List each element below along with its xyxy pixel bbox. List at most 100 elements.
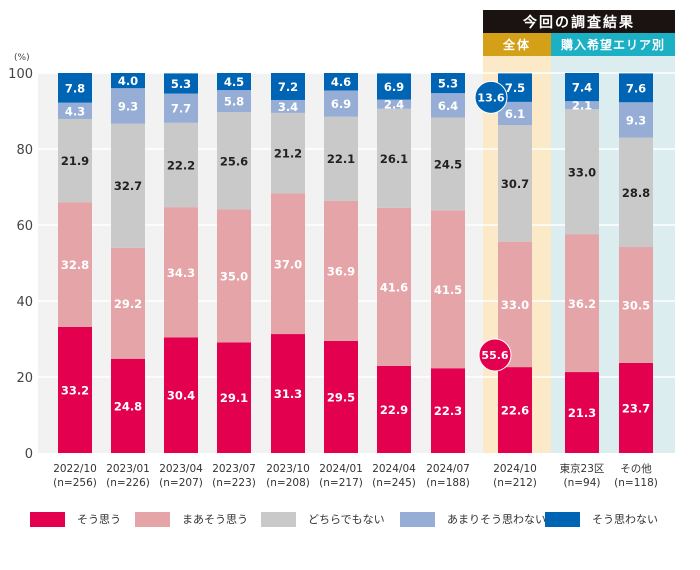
data-label: 29.1 (220, 391, 248, 405)
annotation-agree-total: 55.6 (481, 349, 508, 362)
x-sample-size-label: (n=118) (614, 477, 658, 489)
data-label: 24.5 (434, 158, 462, 172)
bar-segment (324, 73, 358, 91)
data-label: 9.3 (118, 99, 138, 113)
data-label: 21.2 (274, 147, 302, 161)
data-label: 22.9 (380, 403, 408, 417)
bar-segment (565, 101, 599, 110)
bar-stack: 30.4 34.3 22.2 7.7 5.3 (164, 73, 198, 453)
y-tick-label: 80 (16, 143, 33, 158)
x-tick-label: 2024/01 (319, 463, 363, 475)
data-label: 29.2 (114, 297, 142, 311)
x-sample-size-label: (n=208) (266, 477, 310, 489)
bar-segment (565, 234, 599, 373)
bar-segment (217, 90, 251, 113)
bar-segment (324, 200, 358, 341)
data-label: 5.3 (438, 77, 458, 91)
stacked-bar-chart: 0 20 40 60 80 100 (%) 33.2 32.8 21.9 4.3 7.8 24.8 29… (8, 10, 675, 489)
bar-segment (324, 116, 358, 201)
bar-segment (164, 337, 198, 453)
group-header-area-label: 購入希望エリア別 (560, 37, 665, 52)
bar-segment (431, 368, 465, 453)
data-label: 7.2 (278, 80, 298, 94)
bar-segment (217, 342, 251, 453)
data-label: 21.9 (61, 154, 89, 168)
bar-segment (164, 73, 198, 94)
data-label: 7.4 (572, 81, 592, 95)
data-label: 3.4 (278, 100, 298, 114)
legend-swatch (135, 511, 170, 527)
legend-item: そう思わない (545, 507, 658, 531)
bar-segment (164, 122, 198, 208)
bar-segment (565, 109, 599, 235)
legend-swatch (400, 511, 435, 527)
y-tick-label: 100 (8, 67, 33, 82)
y-tick-label: 60 (16, 219, 33, 234)
data-label: 31.3 (274, 387, 302, 401)
legend-swatch (545, 511, 580, 527)
data-label: 9.3 (626, 113, 646, 127)
x-tick-label: その他 (620, 462, 652, 475)
data-label: 25.6 (220, 154, 248, 168)
x-sample-size-label: (n=226) (106, 477, 150, 489)
legend-label: あまりそう思わない (447, 513, 546, 526)
x-tick-label: 2022/10 (53, 463, 97, 475)
data-label: 37.0 (274, 257, 302, 271)
legend-label: どちらでもない (308, 513, 385, 526)
x-tick-label: 2024/10 (493, 463, 537, 475)
data-label: 22.3 (434, 404, 462, 418)
x-tick-label: 2023/04 (159, 463, 203, 475)
data-label: 23.7 (622, 401, 650, 415)
data-label: 41.5 (434, 283, 462, 297)
x-tick-label: 2023/10 (266, 463, 310, 475)
bar-segment (58, 118, 92, 203)
header-title-box (483, 10, 675, 33)
data-label: 22.2 (167, 158, 195, 172)
bar-segment (619, 247, 653, 363)
bar-segment (58, 102, 92, 119)
data-label: 6.1 (505, 107, 525, 121)
header-title: 今回の調査結果 (522, 14, 635, 31)
bar-segment (498, 101, 532, 126)
legend: そう思う まあそう思う どちらでもない あまりそう思わない そう思わない (0, 507, 700, 531)
bar-segment (324, 90, 358, 117)
x-tick-label: 2024/04 (372, 463, 416, 475)
bar-segment (217, 73, 251, 91)
bar-segment (324, 340, 358, 453)
x-tick-label: 2023/07 (212, 463, 256, 475)
bar-segment (111, 73, 145, 89)
bar-segment (498, 125, 532, 242)
bar-stack: 33.2 32.8 21.9 4.3 7.8 (58, 73, 92, 453)
x-tick-label: 2024/07 (426, 463, 470, 475)
bar-segment (377, 99, 411, 109)
data-label: 2.4 (384, 98, 404, 112)
legend-swatch (261, 511, 296, 527)
bar-stack: 29.1 35.0 25.6 5.8 4.5 (217, 73, 251, 453)
data-label: 30.7 (501, 177, 529, 191)
data-label: 24.8 (114, 399, 142, 413)
data-label: 26.1 (380, 152, 408, 166)
data-label: 30.4 (167, 389, 195, 403)
data-label: 32.8 (61, 258, 89, 272)
bar-segment (111, 123, 145, 248)
plot-background (38, 73, 483, 453)
bar-segment (164, 207, 198, 338)
bar-stack: 22.3 41.5 24.5 6.4 5.3 (431, 73, 465, 453)
bar-segment (431, 93, 465, 118)
data-label: 22.1 (327, 152, 355, 166)
bar-segment (498, 367, 532, 453)
bar-segment (619, 73, 653, 103)
bar-segment (377, 207, 411, 366)
data-label: 33.0 (568, 165, 596, 179)
data-label: 6.4 (438, 99, 458, 113)
data-label: 33.0 (501, 298, 529, 312)
bar-segment (271, 334, 305, 453)
bar-segment (271, 193, 305, 335)
group-header-area (551, 33, 675, 56)
x-sample-size-label: (n=217) (319, 477, 363, 489)
group-header-overall (483, 33, 551, 56)
x-sample-size-label: (n=207) (159, 477, 203, 489)
bar-segment (217, 112, 251, 210)
data-label: 6.9 (331, 97, 351, 111)
data-label: 7.5 (505, 81, 525, 95)
